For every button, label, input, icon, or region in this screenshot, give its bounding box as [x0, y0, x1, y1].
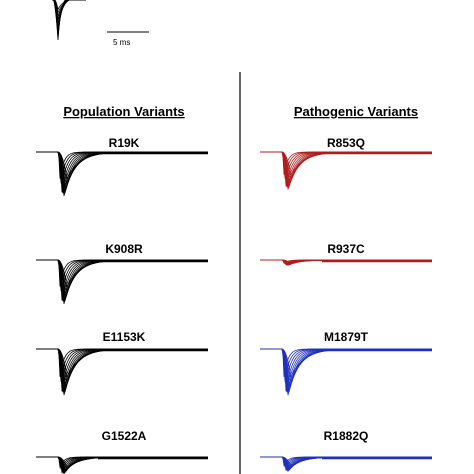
- population-variants-heading: Population Variants: [63, 104, 184, 119]
- traces-m1879t: [260, 348, 432, 396]
- traces-r937c: [260, 259, 432, 266]
- current-trace: [52, 0, 86, 14]
- panel-label-e1153k: E1153K: [103, 330, 146, 344]
- current-trace: [57, 348, 208, 392]
- current-trace: [281, 151, 432, 178]
- scale-bar-label: 5 ms: [113, 38, 130, 47]
- current-trace: [281, 348, 432, 393]
- current-trace: [281, 348, 432, 392]
- panel-label-r853q: R853Q: [327, 136, 365, 150]
- current-trace: [281, 348, 432, 393]
- current-trace: [57, 259, 208, 302]
- current-trace: [57, 259, 208, 302]
- current-trace: [281, 348, 432, 392]
- current-trace: [57, 348, 208, 393]
- current-trace: [57, 348, 208, 392]
- current-trace: [281, 348, 432, 396]
- panel-label-g1522a: G1522A: [102, 429, 147, 443]
- current-trace: [57, 348, 208, 381]
- current-trace: [57, 348, 208, 393]
- traces-e1153k: [36, 348, 208, 396]
- current-trace: [281, 348, 432, 383]
- current-trace: [57, 151, 208, 194]
- current-trace: [57, 456, 208, 473]
- traces-k908r: [36, 259, 208, 305]
- current-trace: [57, 259, 208, 301]
- traces-r853q: [260, 151, 432, 190]
- current-trace: [281, 151, 432, 187]
- current-trace: [281, 151, 432, 187]
- current-trace: [57, 259, 208, 292]
- current-trace: [281, 151, 432, 189]
- current-trace: [57, 259, 208, 290]
- current-trace: [57, 151, 208, 193]
- current-trace: [281, 151, 432, 190]
- top-trace-family: [52, 0, 86, 41]
- current-trace: [57, 259, 208, 301]
- panel-label-r19k: R19K: [109, 136, 140, 150]
- current-trace: [57, 151, 208, 197]
- current-trace: [57, 259, 208, 305]
- panel-label-m1879t: M1879T: [324, 330, 369, 344]
- current-trace: [57, 348, 208, 383]
- current-trace: [57, 151, 208, 193]
- current-trace: [281, 348, 432, 381]
- current-trace: [281, 348, 432, 392]
- current-trace: [52, 0, 86, 41]
- current-trace: [57, 348, 208, 392]
- panel-label-k908r: K908R: [105, 242, 143, 256]
- current-trace: [281, 151, 432, 187]
- current-trace: [281, 151, 432, 179]
- traces-g1522a: [36, 456, 208, 474]
- current-trace: [57, 348, 208, 396]
- current-trace: [57, 151, 208, 184]
- traces-r1882q: [260, 456, 432, 473]
- current-trace: [57, 151, 208, 182]
- current-trace: [281, 151, 432, 188]
- current-trace: [57, 151, 208, 193]
- panel-label-r937c: R937C: [327, 242, 365, 256]
- traces-r19k: [36, 151, 208, 197]
- current-trace: [57, 456, 208, 474]
- panel-label-r1882q: R1882Q: [324, 429, 369, 443]
- current-trace: [57, 151, 208, 194]
- current-trace: [57, 259, 208, 301]
- current-trace: [52, 0, 86, 11]
- pathogenic-variants-heading: Pathogenic Variants: [294, 104, 418, 119]
